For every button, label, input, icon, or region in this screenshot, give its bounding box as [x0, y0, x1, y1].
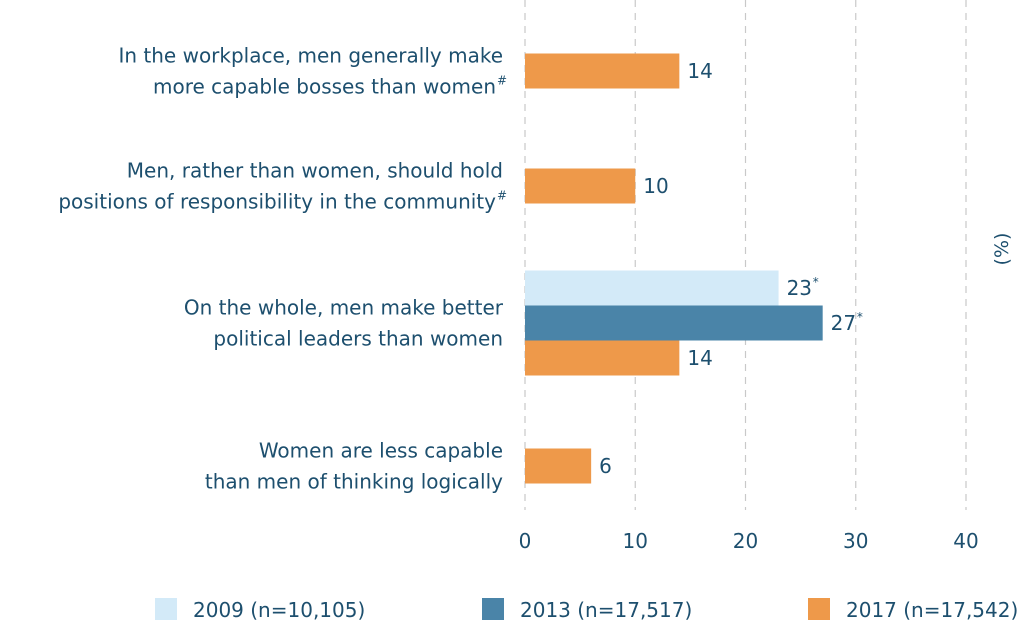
- category-note-mark: #: [497, 74, 507, 88]
- category-label: On the whole, men make better: [184, 296, 504, 320]
- x-tick-label: 10: [623, 529, 648, 553]
- x-tick-label: 40: [953, 529, 978, 553]
- legend-label: 2017 (n=17,542): [846, 598, 1018, 622]
- legend: 2009 (n=10,105) 2013 (n=17,517) 2017 (n=17…: [155, 598, 1018, 622]
- significance-mark: *: [813, 275, 819, 289]
- legend-swatch: [155, 598, 177, 620]
- legend-label: 2009 (n=10,105): [193, 598, 365, 622]
- x-tick-labels: 0 10 20 30 40: [519, 529, 979, 553]
- category-label: political leaders than women: [213, 327, 503, 351]
- significance-mark: *: [857, 310, 863, 324]
- category-label: Women are less capable: [259, 439, 503, 463]
- legend-swatch: [808, 598, 830, 620]
- unit-label: (%): [991, 233, 1013, 266]
- bar: [525, 448, 592, 484]
- category-label: than men of thinking logically: [205, 470, 503, 494]
- category-label: positions of responsibility in the commu…: [58, 190, 496, 214]
- bar: [525, 305, 823, 341]
- category-label: Men, rather than women, should hold: [127, 159, 503, 183]
- bar: [525, 340, 680, 376]
- value-label: 23: [787, 276, 812, 300]
- bar: [525, 270, 779, 306]
- legend-swatch: [482, 598, 504, 620]
- x-tick-label: 30: [843, 529, 868, 553]
- x-tick-label: 0: [519, 529, 532, 553]
- value-label: 14: [687, 59, 712, 83]
- category-label: more capable bosses than women: [153, 75, 496, 99]
- value-label: 27: [831, 311, 856, 335]
- category-label: In the workplace, men generally make: [118, 44, 503, 68]
- value-label: 6: [599, 454, 612, 478]
- value-label: 14: [687, 346, 712, 370]
- x-tick-label: 20: [733, 529, 758, 553]
- category-labels: In the workplace, men generally make more…: [58, 44, 507, 494]
- bar: [525, 53, 680, 89]
- value-label: 10: [643, 174, 668, 198]
- bars: [525, 53, 823, 484]
- legend-label: 2013 (n=17,517): [520, 598, 692, 622]
- category-note-mark: #: [497, 189, 507, 203]
- bar: [525, 168, 636, 204]
